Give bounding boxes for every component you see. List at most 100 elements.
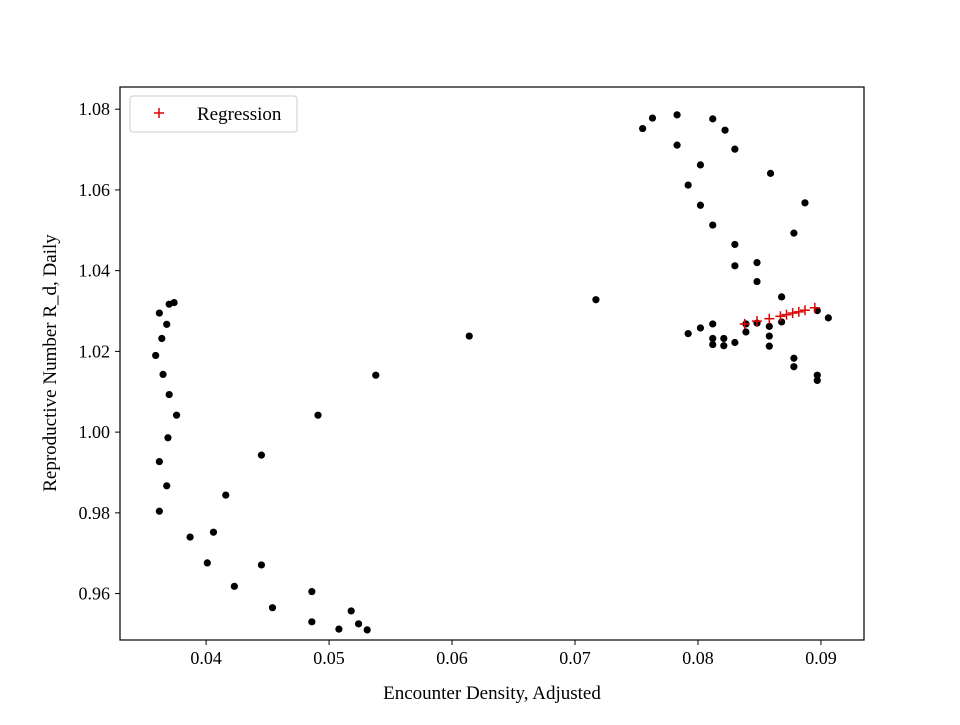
data-point <box>673 111 681 119</box>
data-point <box>731 145 739 153</box>
data-point <box>354 620 363 628</box>
x-axis-label: Encounter Density, Adjusted <box>383 683 601 704</box>
data-point <box>163 320 171 328</box>
regression-point <box>752 316 763 327</box>
data-point <box>314 411 322 419</box>
data-point <box>209 528 218 536</box>
data-point <box>308 618 316 626</box>
data-point <box>372 371 380 379</box>
data-point <box>648 114 657 122</box>
data-point <box>222 491 230 499</box>
data-point <box>335 625 343 633</box>
data-point <box>268 604 277 612</box>
data-point <box>308 587 316 596</box>
data-point <box>720 334 728 343</box>
data-point <box>790 229 798 237</box>
data-point <box>155 507 163 515</box>
data-point <box>172 411 181 419</box>
data-point <box>778 293 786 301</box>
data-point <box>257 451 266 459</box>
data-point <box>186 533 194 541</box>
legend-box <box>129 95 298 133</box>
data-point <box>709 115 717 123</box>
x-tick-label: 0.06 <box>436 648 468 668</box>
data-point <box>347 607 355 615</box>
data-point <box>765 322 773 330</box>
data-point <box>639 124 647 133</box>
data-point <box>765 342 773 350</box>
data-point <box>731 240 739 249</box>
data-point <box>813 371 821 379</box>
y-tick-label: 1.02 <box>79 341 111 361</box>
y-axis-ticks: 0.96 0.98 1.00 1.02 1.04 1.06 1.08 <box>79 99 120 604</box>
data-point <box>765 332 773 340</box>
data-point <box>778 318 786 326</box>
data-point <box>709 334 717 343</box>
data-point <box>813 376 821 385</box>
data-point <box>152 351 160 360</box>
y-tick-label: 1.04 <box>79 261 111 281</box>
data-point <box>696 324 705 332</box>
data-point <box>709 340 717 349</box>
y-tick-label: 1.08 <box>79 99 111 119</box>
regression-point <box>787 308 798 319</box>
data-point <box>709 320 717 328</box>
data-point <box>753 258 761 267</box>
x-tick-label: 0.05 <box>313 648 345 668</box>
regression-point <box>781 309 792 320</box>
data-point <box>731 262 739 270</box>
data-point <box>170 298 178 307</box>
data-point <box>592 296 600 304</box>
data-point <box>696 201 705 209</box>
y-axis-label: Reproductive Number R_d, Daily <box>40 234 61 492</box>
x-tick-label: 0.08 <box>682 648 714 668</box>
data-point <box>164 434 172 442</box>
plot-area <box>119 86 865 641</box>
data-point <box>766 169 775 177</box>
data-point <box>721 126 729 134</box>
data-marks <box>152 111 832 634</box>
data-point <box>155 309 163 317</box>
legend-label: Regression <box>197 104 282 125</box>
y-tick-label: 1.00 <box>79 422 111 442</box>
y-tick-label: 0.96 <box>79 584 111 604</box>
legend-plus-marker <box>154 108 164 118</box>
regression-point <box>775 311 786 322</box>
x-axis-ticks: 0.04 0.05 0.06 0.07 0.08 0.09 <box>190 640 837 668</box>
data-point <box>159 370 167 378</box>
data-point <box>684 330 692 338</box>
data-point <box>257 561 266 569</box>
data-point <box>790 354 798 362</box>
regression-point <box>793 306 804 317</box>
x-tick-label: 0.07 <box>559 648 591 668</box>
data-point <box>155 457 163 466</box>
data-point <box>696 161 705 169</box>
regression-point <box>799 305 810 316</box>
data-point <box>731 338 739 347</box>
data-point <box>709 221 717 229</box>
data-point <box>790 363 798 371</box>
data-point <box>673 141 681 149</box>
data-point <box>230 582 238 590</box>
data-point <box>165 390 173 399</box>
data-point <box>158 334 166 343</box>
legend: Regression <box>129 95 298 133</box>
data-point <box>720 342 728 350</box>
data-point <box>163 482 171 490</box>
data-point <box>203 559 211 567</box>
regression-point <box>809 302 820 313</box>
regression-point <box>764 313 775 324</box>
data-point <box>753 277 761 286</box>
data-point <box>742 328 750 336</box>
data-point <box>465 332 473 340</box>
regression-point <box>739 318 750 329</box>
data-point <box>684 181 692 189</box>
data-point <box>363 626 371 634</box>
x-tick-label: 0.04 <box>190 648 222 668</box>
data-point <box>801 199 809 207</box>
y-tick-label: 0.98 <box>79 503 111 523</box>
legend-plus-glyph <box>154 108 164 118</box>
x-tick-label: 0.09 <box>805 648 837 668</box>
data-point <box>824 314 832 322</box>
